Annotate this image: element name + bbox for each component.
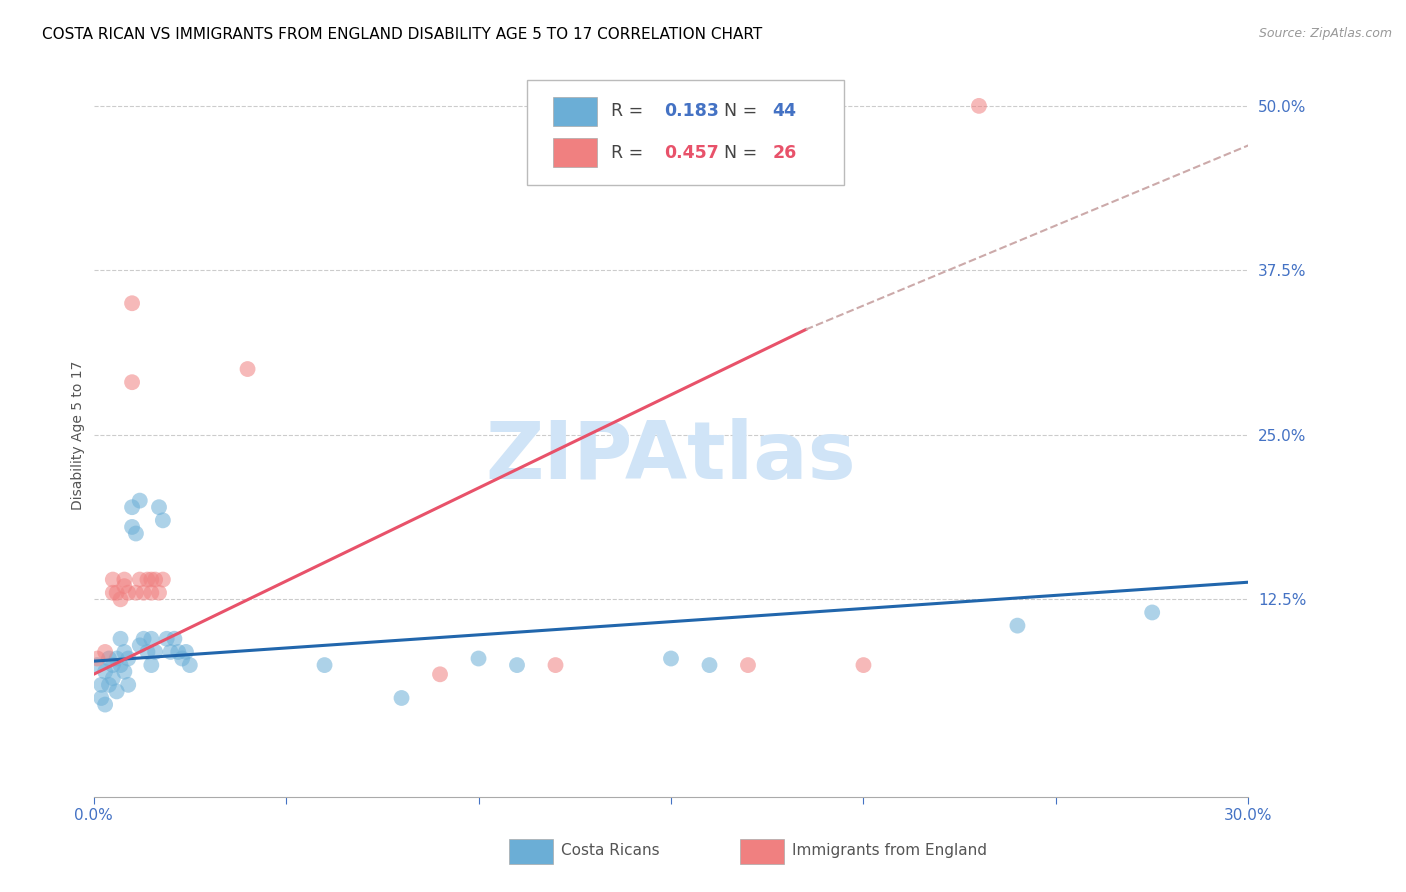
Point [128, 638, 150, 652]
Point [852, 658, 875, 673]
Point [429, 667, 451, 681]
Point [90, 690, 112, 705]
Text: N =: N = [724, 144, 758, 161]
Bar [553, 138, 598, 167]
Point [174, 645, 197, 659]
Point [141, 585, 163, 599]
Text: 26: 26 [773, 144, 797, 161]
Point [101, 658, 124, 673]
Point [699, 658, 721, 673]
Text: 0.183: 0.183 [664, 103, 718, 120]
Bar [553, 97, 598, 126]
Text: R =: R = [612, 103, 643, 120]
Text: COSTA RICAN VS IMMIGRANTS FROM ENGLAND DISABILITY AGE 5 TO 17 CORRELATION CHART: COSTA RICAN VS IMMIGRANTS FROM ENGLAND D… [42, 27, 762, 42]
Point [141, 632, 163, 646]
Point [1140, 606, 1163, 620]
Point [90, 678, 112, 692]
Point [156, 632, 179, 646]
Point [112, 665, 135, 679]
Point [121, 520, 143, 534]
Point [544, 658, 567, 673]
Point [121, 500, 143, 515]
Point [236, 362, 259, 376]
Point [136, 645, 159, 659]
Point [132, 585, 155, 599]
Point [152, 513, 174, 527]
Text: N =: N = [724, 103, 758, 120]
Point [121, 296, 143, 310]
Point [172, 651, 194, 665]
Point [967, 99, 990, 113]
Point [314, 658, 336, 673]
Point [125, 526, 148, 541]
Point [117, 678, 139, 692]
Point [105, 684, 128, 698]
Point [152, 573, 174, 587]
Point [86, 658, 108, 673]
Point [1007, 618, 1029, 632]
Point [98, 678, 121, 692]
Text: 44: 44 [773, 103, 797, 120]
Point [128, 573, 150, 587]
Text: Source: ZipAtlas.com: Source: ZipAtlas.com [1258, 27, 1392, 40]
Text: Costa Ricans: Costa Ricans [561, 844, 659, 858]
Point [125, 585, 148, 599]
Point [121, 375, 143, 389]
Bar [509, 838, 553, 864]
Point [94, 698, 117, 712]
Point [101, 585, 124, 599]
Point [112, 579, 135, 593]
Point [143, 645, 166, 659]
FancyBboxPatch shape [527, 80, 844, 186]
Point [110, 632, 132, 646]
Point [659, 651, 682, 665]
Y-axis label: Disability Age 5 to 17: Disability Age 5 to 17 [72, 360, 86, 509]
Point [86, 651, 108, 665]
Point [117, 585, 139, 599]
Point [110, 592, 132, 607]
Point [128, 493, 150, 508]
Point [98, 651, 121, 665]
Point [105, 585, 128, 599]
Point [105, 651, 128, 665]
Point [148, 500, 170, 515]
Point [94, 645, 117, 659]
Text: ZIPAtlas: ZIPAtlas [485, 417, 856, 496]
Point [132, 632, 155, 646]
Text: 0.457: 0.457 [664, 144, 718, 161]
Point [117, 651, 139, 665]
Point [163, 632, 186, 646]
Point [148, 585, 170, 599]
Point [136, 573, 159, 587]
Point [143, 573, 166, 587]
Point [179, 658, 201, 673]
Point [159, 645, 181, 659]
Point [110, 658, 132, 673]
Point [112, 573, 135, 587]
Point [94, 665, 117, 679]
Point [112, 645, 135, 659]
Point [141, 658, 163, 673]
Point [391, 690, 413, 705]
Point [737, 658, 759, 673]
Point [467, 651, 489, 665]
Point [506, 658, 529, 673]
Point [101, 573, 124, 587]
Bar [741, 838, 785, 864]
Point [167, 645, 190, 659]
Point [141, 573, 163, 587]
Point [101, 671, 124, 685]
Text: Immigrants from England: Immigrants from England [792, 844, 987, 858]
Text: R =: R = [612, 144, 643, 161]
